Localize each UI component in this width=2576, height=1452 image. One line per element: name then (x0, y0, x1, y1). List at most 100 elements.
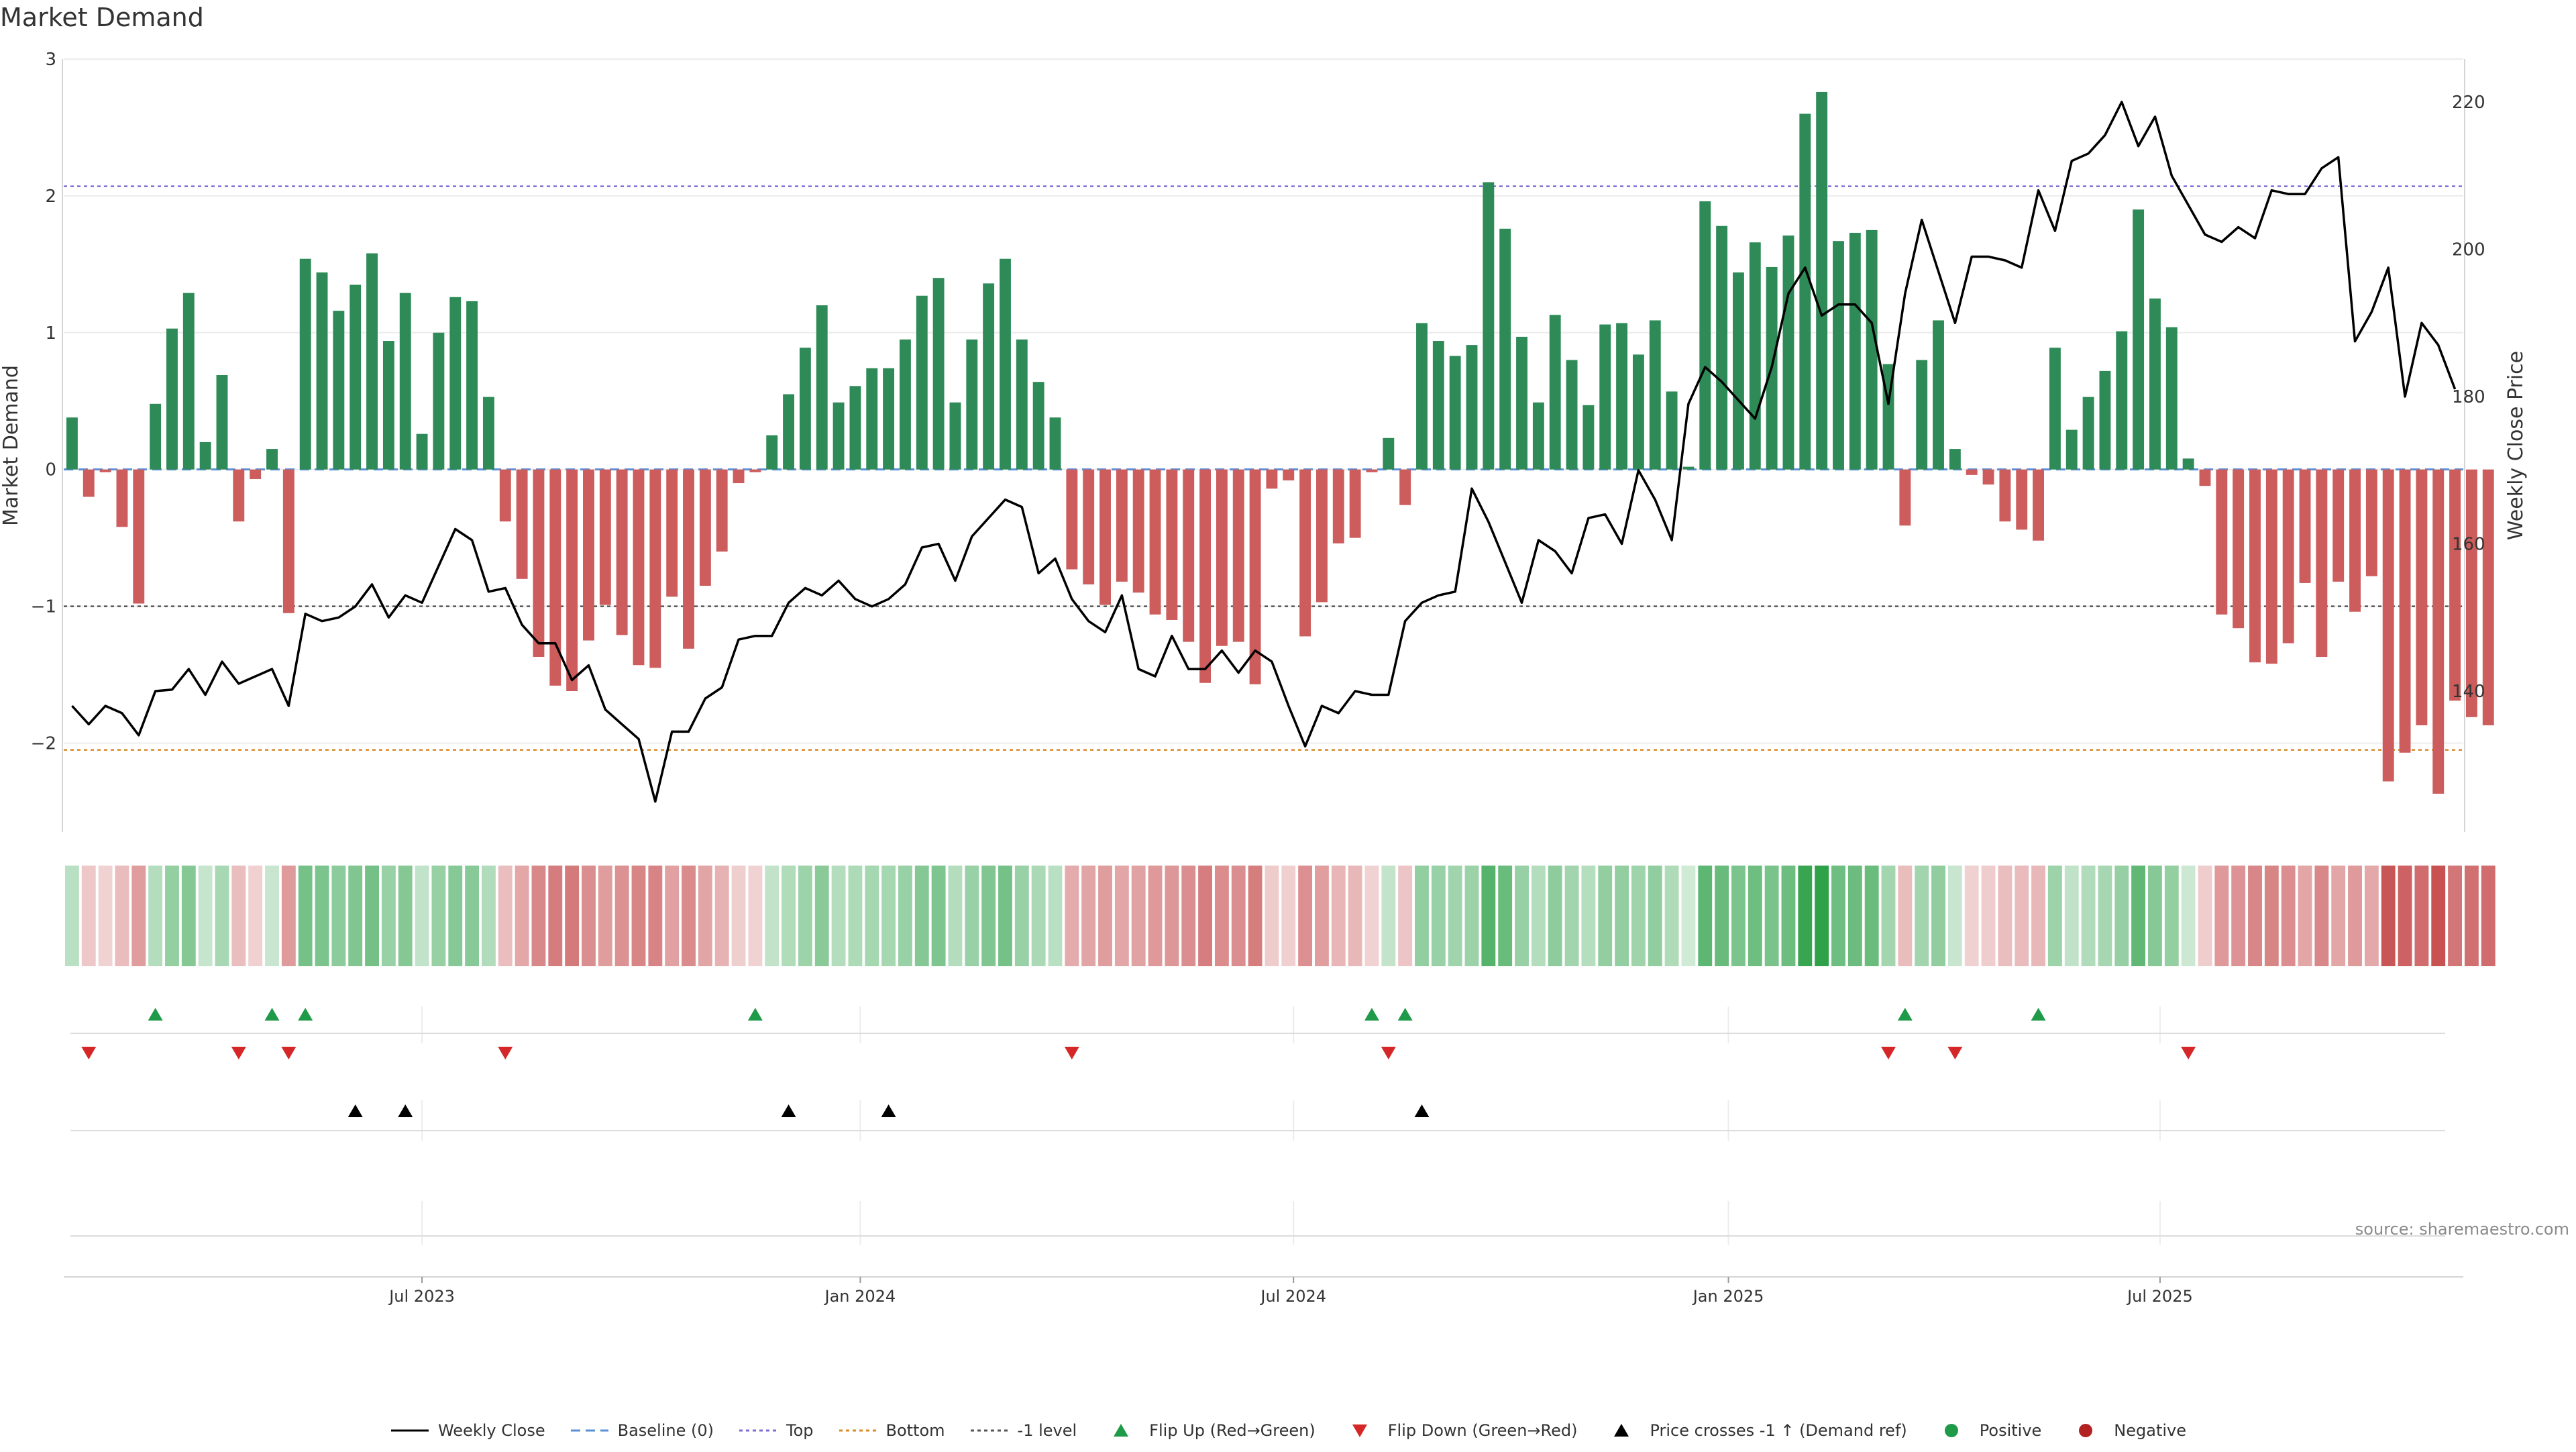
demand-bar (1099, 469, 1111, 605)
legend-item: Flip Down (Green→Red) (1340, 1421, 1577, 1440)
demand-bar (649, 469, 661, 668)
demand-bar (849, 386, 861, 470)
heat-cell (1481, 866, 1496, 966)
demand-bar (266, 449, 278, 470)
demand-bar (766, 435, 778, 470)
heat-cell (2464, 866, 2479, 966)
demand-bar (2165, 327, 2178, 470)
legend-label: Weekly Close (437, 1421, 545, 1440)
demand-bar (2133, 209, 2145, 470)
demand-bar (250, 469, 262, 479)
demand-bar (166, 328, 178, 470)
demand-bar (2033, 469, 2045, 541)
heat-cell (1081, 866, 1096, 966)
heat-cell (682, 866, 696, 966)
heat-cell (298, 866, 313, 966)
demand-bar (350, 284, 362, 470)
x-axis: Jul 2023 Jan 2024 Jul 2024 Jan 2025 Jul 2025 (64, 1276, 2463, 1306)
demand-bar (2299, 469, 2311, 583)
demand-bar (1566, 360, 1578, 470)
demand-bar (2449, 469, 2461, 701)
legend-item: Baseline (0) (570, 1421, 714, 1440)
flip-up-marker (1364, 1008, 1379, 1021)
heat-cell (2231, 866, 2246, 966)
demand-bar (783, 394, 794, 470)
demand-bar (1083, 469, 1095, 584)
demand-bar (1316, 469, 1328, 603)
demand-bar (99, 469, 111, 472)
heat-cell (1531, 866, 1546, 966)
flip-down-marker (1881, 1047, 1896, 1059)
y2-tick-label: 180 (2452, 387, 2485, 407)
price-cross-marker (1414, 1104, 1430, 1117)
demand-bar (1249, 469, 1261, 684)
demand-bar (333, 311, 345, 470)
demand-bar (1332, 469, 1344, 543)
demand-bar (1266, 469, 1278, 489)
demand-bars (66, 91, 2494, 794)
demand-bar (133, 469, 145, 604)
heat-cell (1431, 866, 1446, 966)
heat-cell (98, 866, 113, 966)
demand-bar (2349, 469, 2361, 612)
flip-up-marker (298, 1008, 313, 1021)
demand-bar (866, 368, 878, 470)
demand-bar (1966, 469, 1978, 475)
heat-cell (115, 866, 129, 966)
demand-bar (2065, 429, 2078, 470)
demand-bar (749, 469, 761, 472)
demand-bar (799, 348, 811, 470)
flip-up-marker (148, 1008, 163, 1021)
legend-label: Bottom (885, 1421, 945, 1440)
heat-cell (1265, 866, 1279, 966)
demand-bar (1733, 272, 1744, 470)
heat-cell (1031, 866, 1046, 966)
heat-cell (998, 866, 1012, 966)
heat-cell (2448, 866, 2463, 966)
heat-cell (1731, 866, 1746, 966)
heat-cell (1398, 866, 1413, 966)
heat-cell (1381, 866, 1396, 966)
flip-down-marker (1064, 1047, 1079, 1059)
demand-bar (1982, 469, 1994, 485)
demand-bar (1782, 236, 1794, 470)
heat-cell (2298, 866, 2312, 966)
demand-bar (83, 469, 95, 497)
heat-cell (398, 866, 413, 966)
demand-bar (1699, 201, 1711, 470)
legend-item: Positive (1931, 1421, 2041, 1440)
heat-cell (1847, 866, 1862, 966)
heat-cell (1998, 866, 2012, 966)
flip-down-marker (1381, 1047, 1396, 1059)
demand-bar (1649, 320, 1661, 470)
demand-bar (816, 305, 828, 470)
heat-cell (2031, 866, 2046, 966)
heat-cell (1947, 866, 1962, 966)
demand-bar (1483, 182, 1495, 470)
demand-bar (1283, 469, 1295, 480)
y-tick-label: 2 (45, 187, 56, 207)
heat-cell (1815, 866, 1829, 966)
legend-item: Negative (2065, 1421, 2186, 1440)
x-tick-label: Jan 2024 (824, 1287, 896, 1306)
axes: 3 2 1 0 −1 −2 Market Demand 220 200 180 160 140 Week… (0, 50, 2528, 832)
heat-cell (1214, 866, 1229, 966)
demand-bar (449, 297, 462, 470)
demand-bar (1816, 91, 1828, 470)
demand-bar (416, 433, 428, 470)
demand-bar (599, 469, 611, 605)
demand-bar (2016, 469, 2028, 530)
demand-bar (2233, 469, 2245, 629)
heat-cell (431, 866, 446, 966)
legend-swatch-tri-up (1114, 1424, 1129, 1437)
demand-bar (2482, 469, 2494, 725)
demand-bar (1616, 323, 1628, 470)
heat-cell (215, 866, 229, 966)
y2-tick-label: 220 (2452, 93, 2485, 113)
demand-bar (1716, 225, 1728, 470)
legend-swatch-line (390, 1429, 429, 1432)
demand-bar (2399, 469, 2411, 753)
heat-cell (1331, 866, 1346, 966)
demand-bar (2332, 469, 2345, 582)
heat-cell (81, 866, 96, 966)
